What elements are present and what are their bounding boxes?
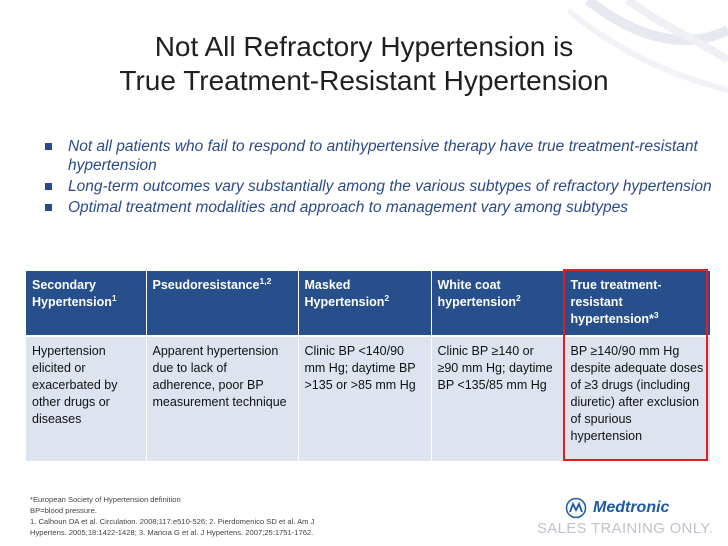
medtronic-mark-icon [565,497,587,519]
slide-title: Not All Refractory Hypertension is True … [0,30,728,98]
footnotes: *European Society of Hypertension defini… [30,494,450,538]
bullet-square-icon [45,183,52,190]
cell-masked-hypertension: Clinic BP <140/90 mm Hg; daytime BP >135… [298,335,432,461]
header-secondary-hypertension: Secondary Hypertension1 [26,271,147,336]
cell-white-coat-hypertension: Clinic BP ≥140 or ≥90 mm Hg; daytime BP … [431,335,565,461]
bullet-text: Optimal treatment modalities and approac… [68,199,629,216]
bullet-square-icon [45,143,52,150]
table-row: Hypertension elicited or exacerbated by … [26,335,711,461]
table-header-row: Secondary Hypertension1 Pseudoresistance… [26,271,711,336]
bullet-text: Not all patients who fail to respond to … [68,138,698,174]
decorative-swirl-graphic [568,0,728,93]
bullet-square-icon [45,204,52,211]
header-true-treatment-resistant: True treatment-resistant hypertension*3 [564,271,711,336]
slide-title-line-2: True Treatment-Resistant Hypertension [119,65,609,96]
footnote-line: 1. Calhoun DA et al. Circulation. 2008;1… [30,517,315,526]
logo-wordmark: Medtronic [593,499,670,516]
footnote-line: Hypertens. 2005;18:1422-1428; 3. Mancia … [30,528,314,537]
footnote-line: *European Society of Hypertension defini… [30,495,181,504]
bullet-item: Optimal treatment modalities and approac… [42,198,712,217]
bullet-item: Not all patients who fail to respond to … [42,137,712,175]
sales-training-notice: SALES TRAINING ONLY. [537,520,714,537]
header-masked-hypertension: Masked Hypertension2 [298,271,432,336]
cell-secondary-hypertension: Hypertension elicited or exacerbated by … [26,335,147,461]
medtronic-logo: Medtronic [565,497,715,519]
footnote-line: BP=blood pressure. [30,506,97,515]
bullet-list: Not all patients who fail to respond to … [42,137,712,219]
cell-true-treatment-resistant: BP ≥140/90 mm Hg despite adequate doses … [564,335,711,461]
cell-pseudoresistance: Apparent hypertension due to lack of adh… [146,335,299,461]
slide-title-line-1: Not All Refractory Hypertension is [154,31,574,62]
bullet-text: Long-term outcomes vary substantially am… [68,178,712,195]
header-white-coat-hypertension: White coat hypertension2 [431,271,565,336]
bullet-item: Long-term outcomes vary substantially am… [42,177,712,196]
hypertension-subtypes-table: Secondary Hypertension1 Pseudoresistance… [26,271,711,461]
header-pseudoresistance: Pseudoresistance1,2 [146,271,299,336]
